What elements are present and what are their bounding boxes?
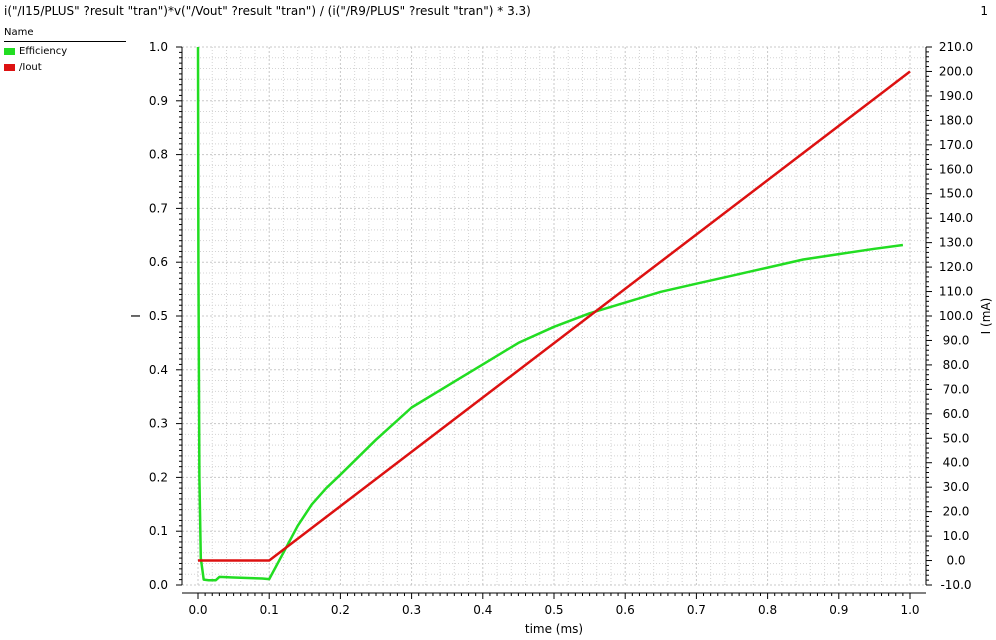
x-tick-label: 0.4: [473, 603, 492, 617]
y-right-tick-label: 40.0: [943, 456, 970, 470]
y-right-tick-label: 100.0: [939, 309, 973, 323]
x-tick-label: 0.2: [331, 603, 350, 617]
y-right-tick-label: -10.0: [940, 578, 971, 592]
x-tick-label: 0.3: [402, 603, 421, 617]
x-tick-label: 1.0: [900, 603, 919, 617]
y-right-tick-label: 60.0: [943, 407, 970, 421]
x-tick-label: 0.0: [188, 603, 207, 617]
y-left-tick-label: 0.8: [149, 148, 168, 162]
panel-number: 1: [980, 4, 988, 18]
legend-item-label: Efficiency: [19, 46, 68, 57]
y-left-tick-label: 0.2: [149, 470, 168, 484]
expression-title: i("/I15/PLUS" ?result "tran")*v("/Vout" …: [4, 4, 531, 18]
y-right-tick-label: 140.0: [939, 211, 973, 225]
y-right-tick-label: 130.0: [939, 236, 973, 250]
series-line-iout: [198, 70, 911, 562]
legend-item-efficiency[interactable]: Efficiency: [4, 45, 126, 58]
y-right-tick-label: 170.0: [939, 138, 973, 152]
y-right-tick-label: 70.0: [943, 382, 970, 396]
x-tick-label: 0.8: [758, 603, 777, 617]
y-right-tick-label: 200.0: [939, 64, 973, 78]
x-tick-label: 0.1: [260, 603, 279, 617]
y-right-tick-label: 120.0: [939, 260, 973, 274]
y-left-tick-label: 1.0: [149, 40, 168, 54]
y-right-tick-label: 50.0: [943, 431, 970, 445]
y-left-tick-label: 0.4: [149, 363, 168, 377]
y-right-tick-label: 210.0: [939, 40, 973, 54]
x-tick-label: 0.6: [616, 603, 635, 617]
y-right-tick-label: 90.0: [943, 333, 970, 347]
y-right-tick-label: 80.0: [943, 358, 970, 372]
efficiency-swatch-icon: [4, 48, 15, 55]
y-right-tick-label: 190.0: [939, 89, 973, 103]
x-axis-label: time (ms): [525, 622, 583, 636]
x-tick-label: 0.7: [687, 603, 706, 617]
y-left-tick-label: 0.7: [149, 201, 168, 215]
y-left-tick-label: 0.5: [149, 309, 168, 323]
y-axis-label-left: I: [129, 314, 143, 318]
legend-header: Name: [4, 27, 126, 42]
y-right-tick-label: 150.0: [939, 187, 973, 201]
legend-item-label: /Iout: [19, 62, 42, 73]
y-left-tick-label: 0.3: [149, 417, 168, 431]
y-left-tick-label: 0.9: [149, 94, 168, 108]
x-tick-label: 0.5: [544, 603, 563, 617]
legend-panel: Name Efficiency /Iout: [4, 27, 126, 74]
y-right-tick-label: 160.0: [939, 162, 973, 176]
y-right-tick-label: 110.0: [939, 285, 973, 299]
series-line-efficiency: [196, 46, 904, 582]
y-axis-label-right: I (mA): [979, 298, 993, 335]
y-left-tick-label: 0.6: [149, 255, 168, 269]
y-right-tick-label: 10.0: [943, 529, 970, 543]
y-right-tick-label: 20.0: [943, 505, 970, 519]
y-left-tick-label: 0.1: [149, 524, 168, 538]
y-left-tick-label: 0.0: [149, 578, 168, 592]
y-right-tick-label: 30.0: [943, 480, 970, 494]
y-right-tick-label: 180.0: [939, 113, 973, 127]
x-tick-label: 0.9: [829, 603, 848, 617]
legend-item-iout[interactable]: /Iout: [4, 61, 126, 74]
y-right-tick-label: 0.0: [946, 554, 965, 568]
iout-swatch-icon: [4, 64, 15, 71]
